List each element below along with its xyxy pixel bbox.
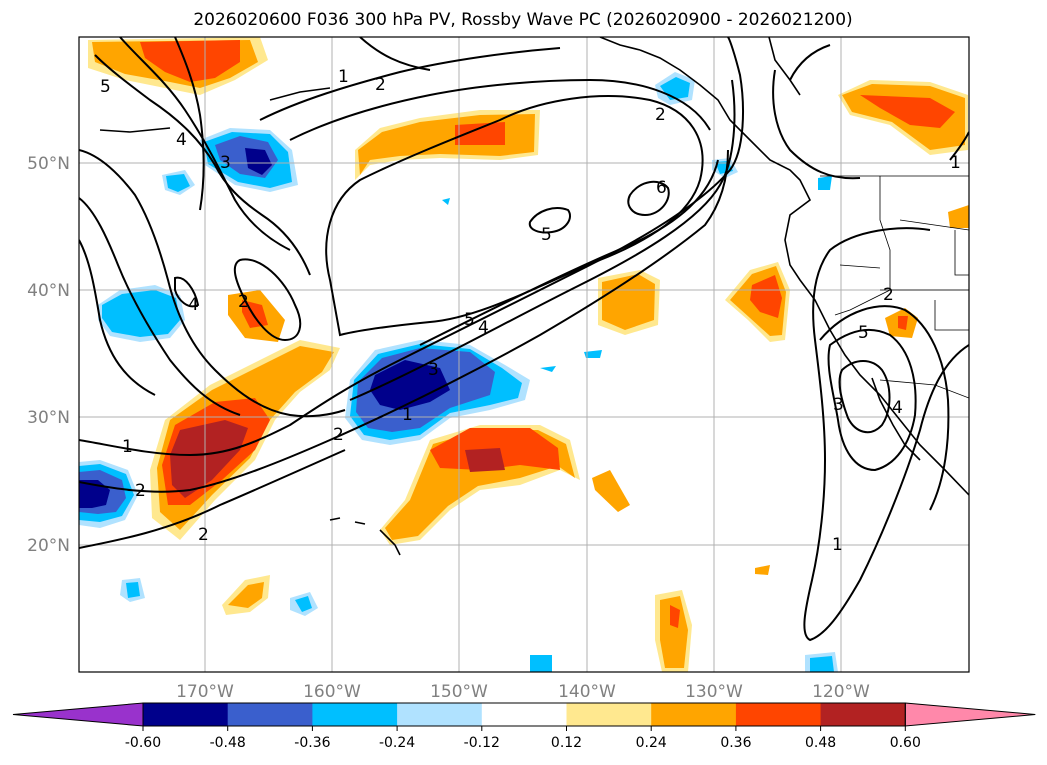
lon-label: 130°W: [685, 682, 743, 702]
pv-contour: [233, 258, 302, 342]
colorbar-tick-label: 0.48: [805, 735, 836, 751]
colorbar-segment: [566, 703, 652, 726]
colorbar-segment: [227, 703, 313, 726]
colorbar-tick-label: 0.12: [551, 735, 582, 751]
pv-contour-label: 2: [655, 105, 666, 125]
colorbar-tick-label: -0.36: [294, 735, 330, 751]
pv-contour: [79, 449, 346, 549]
pv-contour: [349, 79, 736, 401]
map-title: 2026020600 F036 300 hPa PV, Rossby Wave …: [193, 10, 852, 30]
lat-label: 50°N: [27, 154, 70, 174]
pv-contour-label: 2: [198, 525, 209, 545]
pv-contour: [79, 239, 156, 396]
pv-contour-label: 5: [858, 323, 869, 343]
colorbar: -0.60 -0.48 -0.36 -0.24 -0.12 0.12 0.24 0.36 0.4…: [12, 702, 1036, 751]
pv-contour-label: 2: [375, 75, 386, 95]
pv-contour: [79, 149, 729, 493]
pv-contour: [119, 37, 291, 251]
pv-contour-label: 2: [135, 481, 146, 501]
pv-contour-label: 1: [338, 67, 349, 87]
colorbar-extend-low: [12, 702, 144, 727]
anomaly-subtropical-positive: [222, 425, 770, 672]
colorbar-segment: [651, 703, 737, 726]
anomaly-east-negative: [530, 72, 838, 672]
anomaly-west-negative: [79, 128, 450, 616]
pv-contour-label: 3: [220, 153, 231, 173]
pv-contour-label: 1: [122, 437, 133, 457]
pv-contour: [174, 276, 200, 308]
pv-contour: [259, 47, 561, 121]
pv-contour: [827, 328, 917, 472]
pv-contour: [94, 54, 311, 276]
pv-contour-label: 1: [832, 535, 843, 555]
colorbar-tick-label: -0.24: [379, 735, 415, 751]
pv-contour-label: 2: [333, 425, 344, 445]
latitude-labels: 50°N 40°N 30°N 20°N: [27, 154, 70, 556]
pv-contour-label: 4: [188, 295, 199, 315]
pv-contour: [528, 207, 571, 234]
colorbar-segment: [481, 703, 567, 726]
pv-contour: [819, 305, 950, 511]
pv-contour-label: 1: [402, 405, 413, 425]
gridlines: [79, 37, 969, 672]
pv-contour: [359, 37, 431, 71]
lon-label: 160°W: [303, 682, 361, 702]
colorbar-segment: [820, 703, 906, 726]
pv-contour: [772, 69, 861, 180]
colorbar-tick-label: 0.60: [890, 735, 921, 751]
pv-contour: [289, 78, 711, 141]
pv-contour: [174, 37, 205, 211]
pc-negative-anomalies: [79, 72, 838, 672]
colorbar-segment: [397, 703, 483, 726]
longitude-labels: 170°W 160°W 150°W 140°W 130°W 120°W: [176, 682, 870, 702]
lon-label: 150°W: [430, 682, 488, 702]
coastlines: [99, 37, 969, 556]
pv-contour: [325, 95, 704, 337]
contour-labels: 5 4 3 2 1 2 4 2 1 2 5 6 5 4 3 2 1 1 2 3 …: [100, 67, 961, 555]
lat-label: 20°N: [27, 536, 70, 556]
pv-contour: [419, 159, 719, 346]
pv-contour-label: 5: [541, 225, 552, 245]
pv-contour: [789, 44, 831, 81]
colorbar-tick-label: 0.36: [720, 735, 751, 751]
pv-contour: [627, 180, 670, 217]
lon-label: 170°W: [176, 682, 234, 702]
pv-contour-label: 1: [950, 153, 961, 173]
colorbar-segment: [312, 703, 398, 726]
pv-contour-label: 3: [428, 360, 439, 380]
map-area: 5 4 3 2 1 2 4 2 1 2 5 6 5 4 3 2 1 1 2 3 …: [79, 37, 969, 672]
anomaly-west-central-positive: [150, 290, 340, 540]
pv-contours: [79, 37, 969, 642]
lat-label: 40°N: [27, 281, 70, 301]
pv-contour-label: 5: [100, 77, 111, 97]
pv-contour: [949, 131, 969, 161]
pv-contour: [79, 37, 744, 457]
pv-contour: [838, 360, 891, 434]
lon-label: 120°W: [812, 682, 870, 702]
colorbar-segment: [735, 703, 822, 726]
lon-label: 140°W: [558, 682, 616, 702]
pv-contour-label: 2: [883, 285, 894, 305]
colorbar-tick-label: 0.24: [636, 735, 667, 751]
lat-label: 30°N: [27, 408, 70, 428]
map-frame: [78, 36, 970, 673]
pv-contour: [803, 227, 969, 642]
colorbar-tick-label: -0.48: [210, 735, 246, 751]
pv-contour-label: 4: [478, 318, 489, 338]
north-america-coastline: [639, 49, 969, 496]
colorbar-tick-label: -0.12: [464, 735, 500, 751]
pv-contour-label: 6: [656, 178, 667, 198]
colorbar-tick-label: -0.60: [125, 735, 161, 751]
colorbar-extend-high: [904, 702, 1036, 727]
pv-contour-label: 3: [833, 395, 844, 415]
pv-contour-label: 4: [892, 398, 903, 418]
pv-contour: [79, 149, 346, 418]
pv-contour-label: 5: [464, 310, 475, 330]
pv-contour-label: 2: [238, 292, 249, 312]
colorbar-frame: [142, 702, 906, 727]
colorbar-segment: [143, 703, 229, 726]
pv-contour-label: 4: [176, 130, 187, 150]
pv-contour: [79, 197, 241, 416]
